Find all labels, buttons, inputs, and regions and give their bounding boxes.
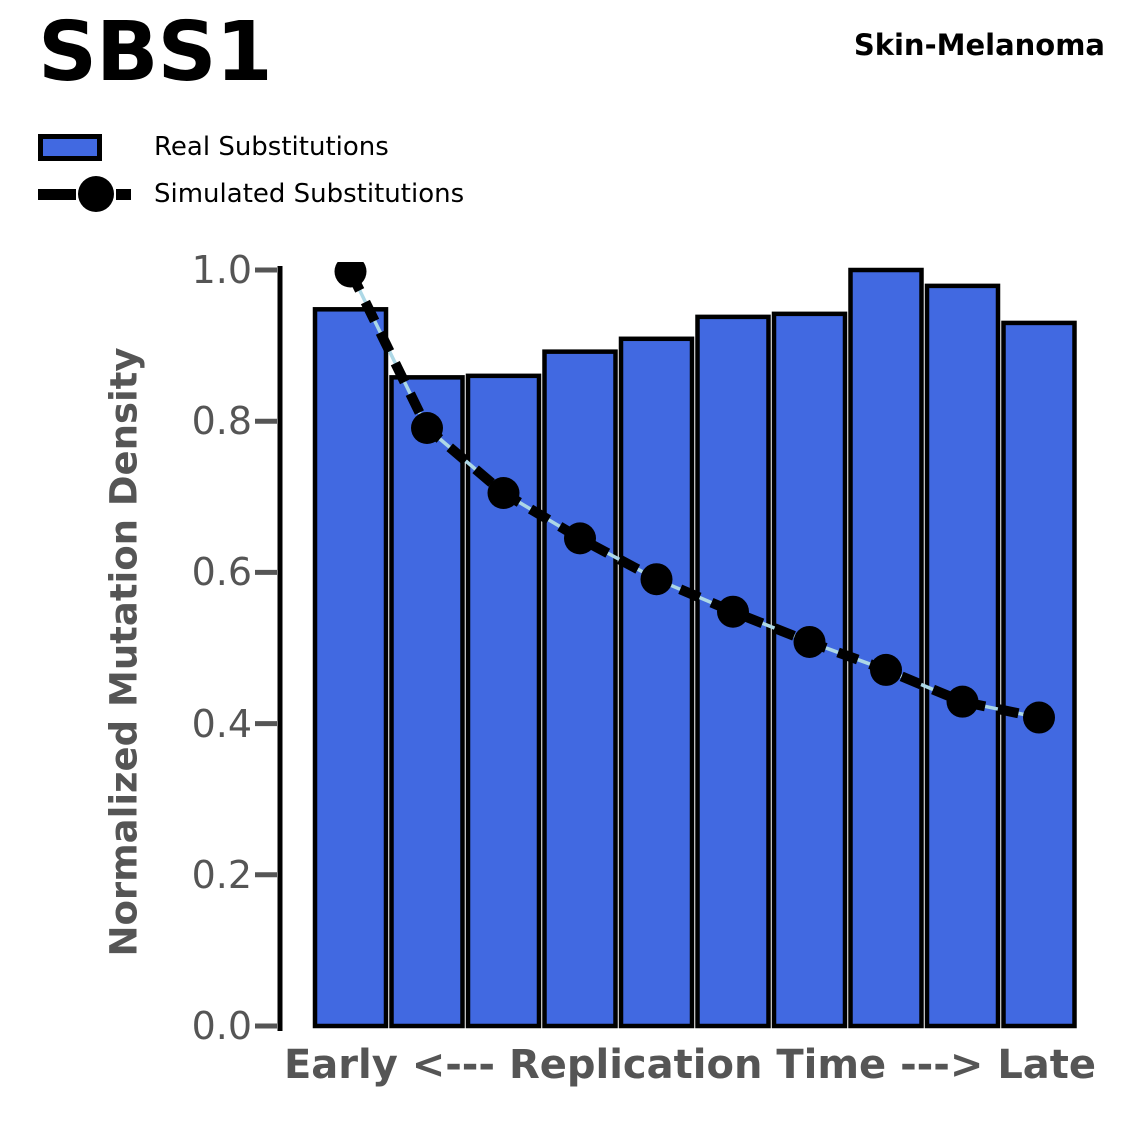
legend-item-real: Real Substitutions	[38, 128, 464, 166]
legend-handle-real	[38, 133, 134, 161]
cohort-label: Skin-Melanoma	[853, 28, 1105, 62]
simulated-point	[717, 595, 749, 628]
y-tick-label: 0.6	[191, 550, 252, 595]
simulated-point	[411, 412, 443, 445]
legend-label-simulated: Simulated Substitutions	[154, 179, 465, 209]
bar	[312, 307, 389, 1029]
simulated-point	[564, 522, 596, 555]
y-tick-label: 0.4	[191, 701, 252, 746]
y-tick-label: 0.8	[191, 399, 252, 444]
bar	[924, 283, 1001, 1029]
bar	[618, 336, 695, 1029]
legend-handle-simulated	[38, 176, 134, 212]
bar	[1001, 320, 1077, 1029]
x-axis-label: Early <--- Replication Time ---> Late	[283, 1042, 1097, 1088]
bar	[771, 311, 848, 1029]
simulated-point	[640, 563, 673, 596]
legend: Real Substitutions Simulated Substitutio…	[38, 128, 464, 222]
simulated-point	[334, 262, 367, 288]
y-tick-label: 0.0	[191, 1004, 252, 1048]
bar	[542, 349, 618, 1029]
simulated-line	[346, 269, 1041, 723]
circle-marker-icon	[78, 176, 114, 212]
simulated-point	[487, 477, 520, 510]
bar	[695, 314, 771, 1029]
dash-icon	[38, 188, 76, 200]
legend-item-simulated: Simulated Substitutions	[38, 175, 464, 213]
bar	[389, 375, 465, 1029]
bar	[848, 267, 924, 1029]
simulated-point	[946, 685, 979, 718]
dash-icon	[116, 188, 131, 200]
simulated-point	[870, 653, 902, 686]
bar-swatch-icon	[38, 133, 102, 161]
y-tick-label: 0.2	[191, 852, 252, 897]
plot-title: SBS1	[38, 5, 273, 100]
simulated-point	[793, 625, 826, 658]
legend-label-real: Real Substitutions	[154, 132, 389, 162]
simulated-point	[1023, 701, 1055, 734]
y-tick-label: 1.0	[191, 248, 252, 292]
